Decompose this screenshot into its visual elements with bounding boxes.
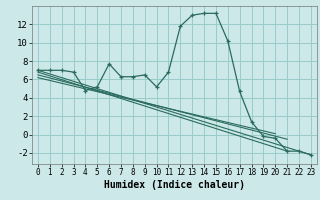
X-axis label: Humidex (Indice chaleur): Humidex (Indice chaleur): [104, 180, 245, 190]
